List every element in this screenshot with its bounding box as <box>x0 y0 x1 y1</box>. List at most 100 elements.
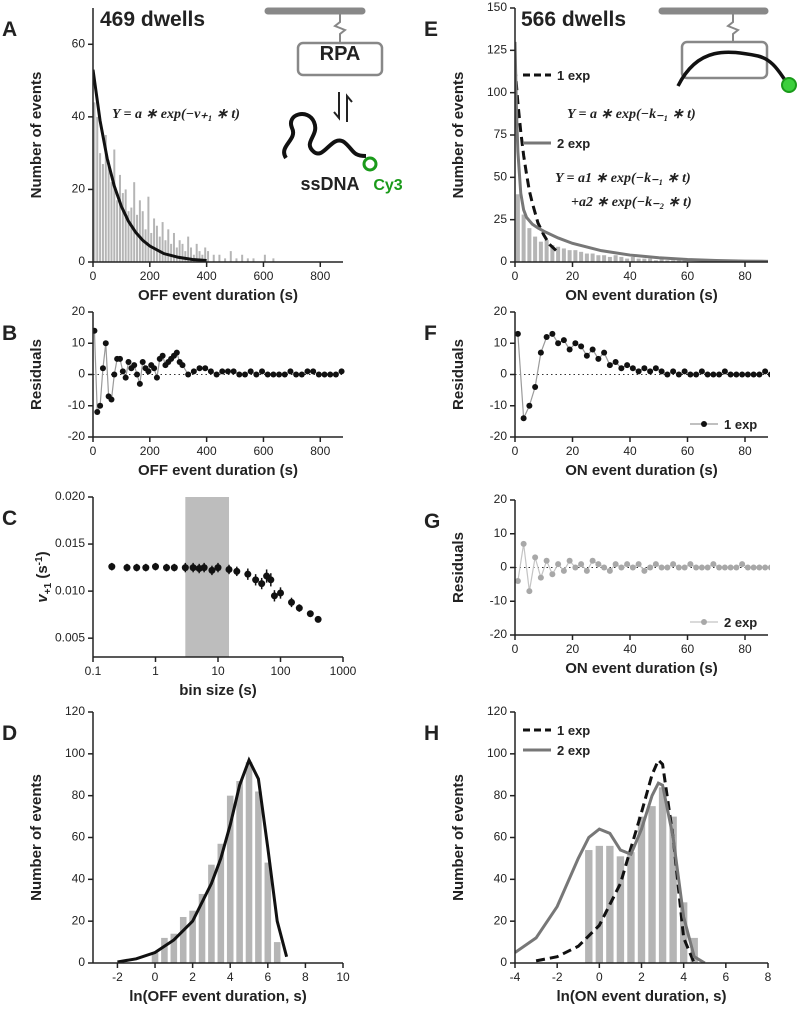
marker <box>618 564 625 571</box>
bar <box>627 852 635 963</box>
x-tick-label: 8 <box>302 970 309 984</box>
annotation: Y = a ∗ exp(−v₊₁ ∗ t) <box>112 107 240 122</box>
y-tick-label: 50 <box>494 170 508 184</box>
bar <box>245 762 253 963</box>
annotation: RPA <box>320 43 361 65</box>
y-tick-label: 20 <box>72 304 86 318</box>
marker <box>122 374 129 381</box>
panel: -20 -10 0 10 20 0 20 40 60 80 F ON event duration (… <box>424 304 770 479</box>
y-axis-label-part: ) <box>34 551 51 556</box>
y-tick-label: 0 <box>78 367 85 381</box>
cy3-dye <box>781 77 797 93</box>
annotation: +a2 ∗ exp(−k₋₂ ∗ t) <box>571 195 692 210</box>
bar <box>164 240 167 262</box>
marker <box>526 402 533 409</box>
marker <box>756 371 763 378</box>
bar <box>198 251 201 262</box>
marker <box>281 371 288 378</box>
y-tick-label: 0 <box>78 955 85 969</box>
y-axis-label: Number of events <box>450 774 467 901</box>
y-axis-label: Residuals <box>28 339 45 410</box>
marker <box>94 409 101 415</box>
marker <box>185 371 192 378</box>
marker <box>151 365 158 372</box>
marker <box>196 365 203 372</box>
line <box>93 69 207 262</box>
panel-letter: H <box>424 722 439 745</box>
x-tick-label: 0 <box>596 970 603 984</box>
bar <box>224 258 227 262</box>
y-tick-label: 0 <box>78 254 85 268</box>
bar <box>585 850 593 963</box>
marker <box>219 368 226 375</box>
y-tick-label: 0 <box>500 560 507 574</box>
marker <box>716 371 723 378</box>
y-tick-label: 100 <box>487 85 507 99</box>
marker <box>244 570 252 578</box>
marker <box>543 557 550 564</box>
marker <box>295 604 303 612</box>
panel-letter: E <box>424 18 438 41</box>
marker <box>152 563 159 571</box>
bar <box>107 160 110 262</box>
bar <box>121 193 124 262</box>
marker <box>332 371 339 378</box>
plot-area <box>93 327 345 415</box>
x-tick-label: 0 <box>512 269 519 283</box>
y-tick-label: 150 <box>487 0 507 14</box>
marker <box>744 564 751 571</box>
y-tick-label: 0 <box>500 955 507 969</box>
x-tick-label: -4 <box>510 970 521 984</box>
shaded-range <box>185 497 230 657</box>
x-tick-label: 4 <box>680 970 687 984</box>
marker <box>97 402 104 409</box>
e-diagram <box>658 7 797 93</box>
marker <box>153 374 160 381</box>
y-tick-label: 100 <box>65 746 85 760</box>
y-tick-label: 20 <box>72 182 86 196</box>
marker <box>293 371 300 378</box>
bar <box>226 795 234 963</box>
annotation: Y = a1 ∗ exp(−k₋₁ ∗ t) <box>555 171 691 186</box>
marker <box>123 564 131 572</box>
bar <box>273 942 281 963</box>
panel-letter: F <box>424 322 437 345</box>
marker <box>624 561 631 568</box>
legend-label: 2 exp <box>557 743 590 758</box>
bar <box>161 222 164 262</box>
marker <box>601 349 608 356</box>
x-tick-label: 200 <box>140 444 160 458</box>
x-tick-label: 80 <box>738 642 752 656</box>
marker <box>181 564 189 572</box>
bar <box>187 236 190 262</box>
bar <box>138 200 141 262</box>
marker <box>310 368 317 375</box>
panel-letter: B <box>2 322 17 345</box>
y-axis-label-part: -1 <box>34 556 45 565</box>
bar <box>596 255 601 262</box>
marker <box>658 564 665 571</box>
x-tick-label: 0 <box>90 444 97 458</box>
marker <box>142 564 150 572</box>
marker <box>658 368 665 375</box>
marker <box>560 567 567 574</box>
x-tick-label: 20 <box>566 444 580 458</box>
marker <box>236 371 243 378</box>
marker <box>170 564 178 572</box>
y-tick-label: -10 <box>490 593 508 607</box>
marker <box>555 561 562 568</box>
y-axis-label: Number of events <box>28 72 45 199</box>
marker <box>601 564 608 571</box>
annotation: 566 dwells <box>521 8 626 31</box>
plot-area <box>117 756 289 963</box>
line <box>515 781 706 963</box>
marker <box>253 371 260 378</box>
bar <box>671 260 676 262</box>
marker <box>264 371 271 378</box>
bar <box>659 258 664 262</box>
marker <box>520 415 527 422</box>
bar <box>158 236 161 262</box>
marker <box>767 564 770 571</box>
